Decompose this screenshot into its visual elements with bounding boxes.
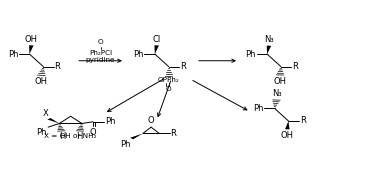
- Text: Ph₂PCl: Ph₂PCl: [89, 50, 112, 56]
- Text: Ph: Ph: [133, 50, 144, 58]
- Text: OH: OH: [35, 77, 48, 86]
- Text: X: X: [43, 109, 48, 118]
- Text: OH: OH: [274, 77, 287, 86]
- Text: R: R: [170, 129, 176, 138]
- Text: X = OH or NH₂: X = OH or NH₂: [44, 133, 97, 140]
- Text: R: R: [55, 62, 60, 71]
- Text: O: O: [90, 128, 97, 137]
- Text: N₃: N₃: [264, 35, 274, 44]
- Text: O: O: [148, 116, 155, 125]
- Text: Ph: Ph: [245, 50, 256, 58]
- Text: Ph: Ph: [8, 50, 18, 58]
- Polygon shape: [48, 118, 60, 123]
- Text: O: O: [98, 39, 103, 45]
- Text: R: R: [292, 62, 298, 71]
- Text: Ph: Ph: [120, 140, 130, 149]
- Text: OH: OH: [25, 35, 38, 44]
- Text: Ph: Ph: [105, 117, 115, 126]
- Text: OH: OH: [281, 131, 294, 140]
- Polygon shape: [285, 121, 290, 129]
- Text: R: R: [180, 62, 186, 71]
- Text: Ph: Ph: [37, 128, 47, 137]
- Polygon shape: [130, 133, 143, 139]
- Polygon shape: [267, 46, 271, 54]
- Text: R: R: [300, 116, 305, 125]
- Text: H: H: [59, 132, 65, 141]
- Text: H: H: [76, 132, 83, 141]
- Polygon shape: [155, 45, 159, 54]
- Text: N₃: N₃: [272, 89, 281, 98]
- Polygon shape: [29, 45, 34, 54]
- Text: Cl: Cl: [153, 35, 161, 44]
- Text: OPPh₂: OPPh₂: [158, 77, 179, 83]
- Text: O: O: [166, 86, 172, 92]
- Text: pyridine: pyridine: [86, 57, 115, 63]
- Text: Ph: Ph: [253, 104, 264, 113]
